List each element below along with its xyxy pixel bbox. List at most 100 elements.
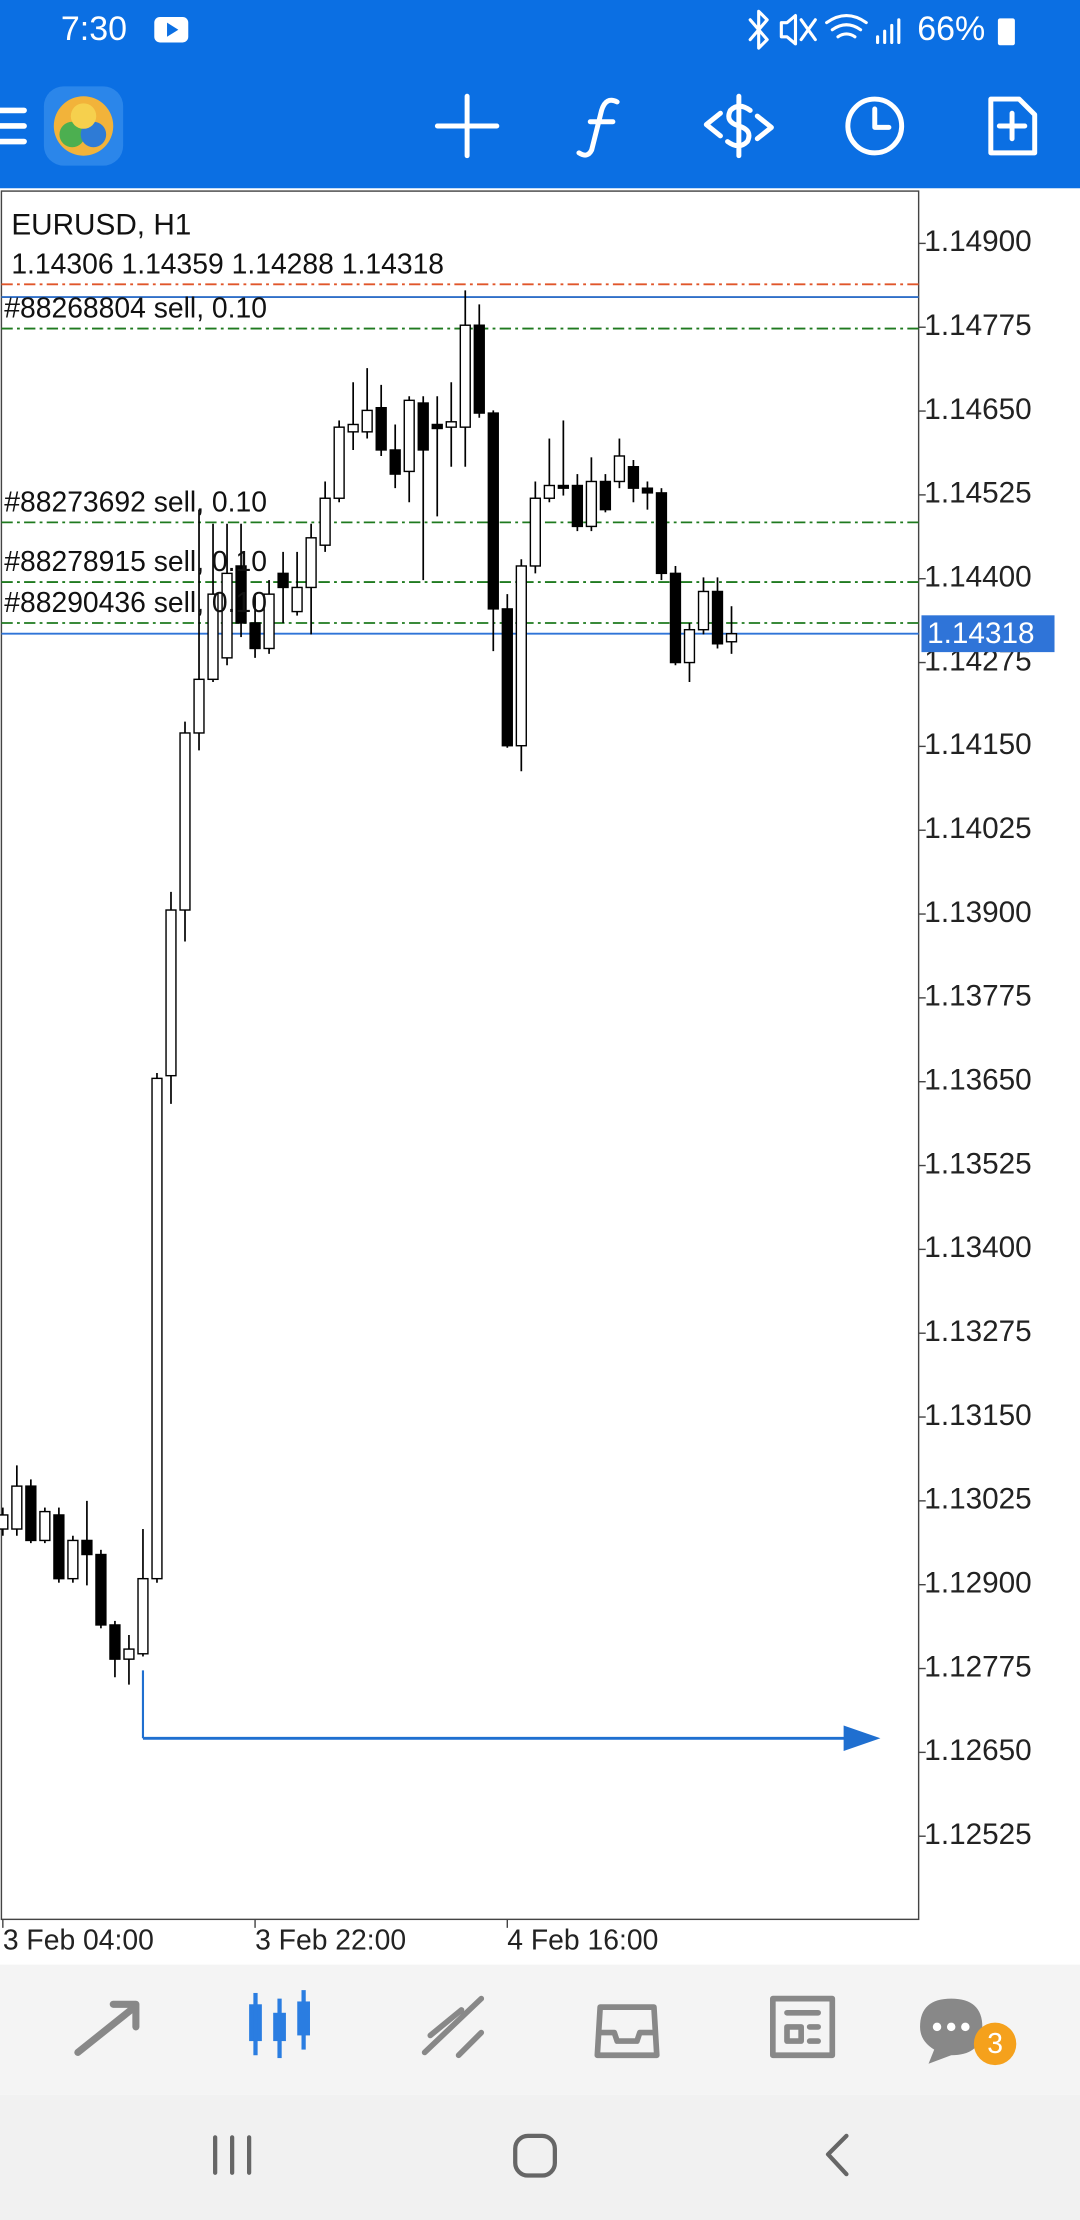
y-tick-label: 1.13650 <box>924 1064 1031 1097</box>
candle-body <box>277 572 289 589</box>
chart <box>0 242 926 1928</box>
candle-body <box>669 572 682 664</box>
status-icons <box>748 9 901 50</box>
candle-body <box>11 1485 23 1530</box>
chart-tab[interactable] <box>249 1990 310 2059</box>
chat-badge: 3 <box>987 2027 1003 2059</box>
y-tick-label: 1.14775 <box>924 309 1031 342</box>
y-tick-label: 1.14150 <box>924 728 1031 761</box>
candle-body <box>25 1485 37 1542</box>
candle-body <box>585 480 598 528</box>
candle-body <box>81 1539 93 1556</box>
candle-body <box>207 593 219 681</box>
candle-body <box>711 590 724 645</box>
candle-body <box>641 487 654 494</box>
system-nav <box>0 2094 1080 2220</box>
x-tick-label: 4 Feb 16:00 <box>507 1923 658 1955</box>
candle-body <box>613 455 626 483</box>
history-tab[interactable] <box>594 2004 660 2059</box>
candle-body <box>347 423 359 433</box>
candle-body <box>249 622 261 650</box>
candle-body <box>529 497 541 567</box>
period-button[interactable] <box>845 96 905 156</box>
battery-text: 66% <box>917 10 985 48</box>
candle-body <box>137 1577 149 1655</box>
candle-body <box>375 406 387 451</box>
candle-body <box>403 399 415 473</box>
candle-body <box>263 593 275 650</box>
back-button[interactable] <box>825 2133 849 2177</box>
arrow-head <box>843 1725 881 1752</box>
chat-tab[interactable] <box>920 1998 1017 2066</box>
candle-body <box>445 421 457 428</box>
order-label: #88290436 sell, 0.10 <box>4 586 267 618</box>
candle-body <box>235 565 247 624</box>
quotes-tab[interactable] <box>74 2000 140 2056</box>
candle-body <box>417 402 429 451</box>
bottom-nav <box>0 1964 1080 2095</box>
candle-body <box>333 426 345 499</box>
chart-area[interactable] <box>0 190 920 1921</box>
trade-tab[interactable] <box>421 1995 485 2059</box>
candle-body <box>179 732 191 911</box>
y-tick-label: 1.14400 <box>924 561 1031 594</box>
recents-button[interactable] <box>213 2135 252 2175</box>
y-tick-label: 1.13025 <box>924 1483 1031 1516</box>
candle-body <box>655 492 668 575</box>
new-order-button[interactable] <box>988 96 1038 156</box>
candle-body <box>627 466 640 489</box>
candle-body <box>39 1510 51 1542</box>
x-tick-label: 3 Feb 22:00 <box>255 1923 406 1955</box>
candle-body <box>571 484 584 528</box>
candle-body <box>165 909 177 1077</box>
candle-body <box>389 449 401 475</box>
y-tick-label: 1.12650 <box>924 1734 1031 1767</box>
y-tick-label: 1.14650 <box>924 393 1031 426</box>
youtube-play <box>167 22 179 37</box>
candle-body <box>515 565 527 747</box>
candle-body <box>0 1514 9 1530</box>
candle-body <box>557 484 570 489</box>
y-tick-label: 1.13525 <box>924 1147 1031 1180</box>
crosshair-button[interactable] <box>434 93 500 159</box>
trade-button[interactable] <box>703 93 774 159</box>
order-label: #88268804 sell, 0.10 <box>4 292 267 324</box>
candle-body <box>95 1553 107 1626</box>
candle-body <box>599 480 612 511</box>
candle-body <box>221 572 233 659</box>
candle-body <box>361 409 373 433</box>
ohlc-text: 1.14306 1.14359 1.14288 1.14318 <box>11 248 444 280</box>
y-tick-label: 1.13275 <box>924 1315 1031 1348</box>
battery-icon <box>997 18 1015 46</box>
candle-body <box>697 590 710 631</box>
candle-body <box>501 608 513 747</box>
candle-body <box>319 497 331 546</box>
menu-button[interactable] <box>0 107 27 145</box>
candle-body <box>473 324 485 414</box>
bid-badge <box>921 615 1055 653</box>
order-label: #88278915 sell, 0.10 <box>4 545 267 577</box>
candle-body <box>53 1514 65 1580</box>
order-label: #88273692 sell, 0.10 <box>4 485 267 517</box>
y-tick-label: 1.13775 <box>924 980 1031 1013</box>
candle-body <box>431 423 443 430</box>
candle-body <box>305 537 317 589</box>
x-tick-label: 3 Feb 04:00 <box>3 1923 154 1955</box>
candle-body <box>123 1648 135 1660</box>
home-button[interactable] <box>513 2133 557 2178</box>
y-tick-label: 1.13150 <box>924 1399 1031 1432</box>
candle-body <box>487 412 499 610</box>
y-tick-label: 1.14525 <box>924 477 1031 510</box>
app-logo[interactable] <box>43 86 124 166</box>
indicators-button[interactable] <box>576 97 620 158</box>
y-tick-label: 1.13900 <box>924 896 1031 929</box>
candle-body <box>151 1077 163 1580</box>
y-tick-label: 1.12775 <box>924 1650 1031 1683</box>
candle-body <box>291 586 303 613</box>
chart-title: EURUSD, H1 <box>11 208 191 241</box>
y-tick-label: 1.14900 <box>924 225 1031 258</box>
news-tab[interactable] <box>770 1995 836 2059</box>
candle-body <box>725 633 738 643</box>
bid-label: 1.14318 <box>927 617 1034 650</box>
